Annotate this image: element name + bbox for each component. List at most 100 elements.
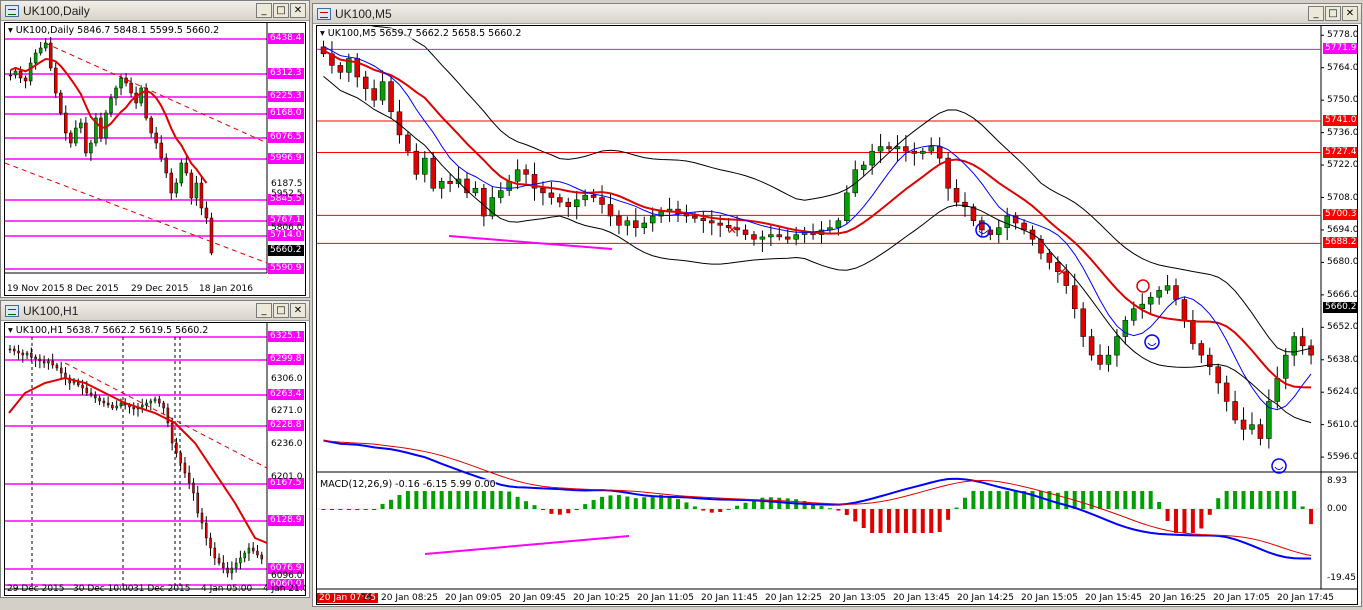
- price-tick: 5610.0: [1327, 419, 1358, 430]
- candle-body: [523, 169, 529, 175]
- macd-histogram-bar: [414, 491, 419, 509]
- time-tick: 20 Jan 08:25: [381, 593, 438, 603]
- candle-body: [154, 132, 158, 144]
- price-tick: 6096.0: [271, 571, 303, 581]
- price-tick: 5764.0: [1327, 62, 1358, 73]
- restore-button[interactable]: □: [273, 303, 289, 318]
- smiley-signal-icon: [975, 222, 991, 238]
- macd-histogram-bar: [1064, 491, 1069, 509]
- candle-body: [17, 350, 20, 354]
- candle-body: [692, 215, 698, 219]
- restore-button[interactable]: □: [1325, 6, 1341, 21]
- candle-body: [1308, 345, 1314, 356]
- candle-body: [209, 217, 214, 254]
- macd-histogram-bar: [574, 509, 579, 510]
- candle-body: [51, 360, 54, 366]
- restore-button[interactable]: □: [273, 3, 289, 18]
- moving-average-red: [323, 49, 1312, 389]
- candle-body: [58, 92, 63, 114]
- candle-body: [329, 53, 335, 66]
- close-button[interactable]: ✕: [290, 303, 306, 318]
- h1-plot-area[interactable]: ▾ UK100,H1 5638.7 5662.2 5619.5 5660.2 6…: [4, 322, 306, 596]
- macd-histogram-bar: [962, 497, 967, 509]
- candle-body: [438, 181, 445, 189]
- candle-body: [1190, 320, 1196, 344]
- candle-body: [175, 442, 178, 454]
- minimize-button[interactable]: _: [256, 3, 272, 18]
- daily-plot-area[interactable]: ▾ UK100,Daily 5846.7 5848.1 5599.5 5660.…: [4, 22, 306, 296]
- macd-histogram-bar: [1081, 491, 1086, 509]
- daily-title: UK100,Daily: [23, 3, 90, 18]
- candle-body: [1299, 336, 1306, 347]
- macd-tick: 0.00: [1327, 504, 1348, 514]
- time-tick: 20 Jan 11:45: [701, 593, 758, 603]
- price-tick: 6271.0: [271, 406, 303, 416]
- candle-body: [590, 194, 597, 198]
- time-tick: 18 Jan 2016: [199, 284, 253, 294]
- candle-body: [124, 77, 128, 84]
- candle-body: [489, 197, 496, 217]
- price-level-label: 5771.9: [1323, 43, 1357, 55]
- moving-average-line: [8, 376, 268, 544]
- smiley-mouth: [1147, 342, 1157, 346]
- time-tick: 20 Jan 15:05: [1021, 593, 1078, 603]
- candle-body: [886, 146, 892, 150]
- candle-body: [204, 207, 209, 219]
- macd-histogram-bar: [777, 497, 782, 509]
- candle-body: [106, 402, 110, 406]
- daily-chart-window[interactable]: UK100,Daily _ □ ✕ ▾ UK100,Daily 5846.7 5…: [0, 0, 310, 298]
- time-tick: 20 Jan 14:25: [957, 593, 1014, 603]
- macd-histogram-bar: [920, 509, 925, 533]
- trendline-lower: [5, 162, 268, 264]
- candle-body: [1122, 320, 1129, 337]
- candle-body: [169, 172, 174, 194]
- macd-histogram-bar: [853, 509, 858, 522]
- minimize-button[interactable]: _: [256, 303, 272, 318]
- time-tick: 20 Jan 17:45: [1277, 593, 1334, 603]
- macd-histogram-bar: [1038, 491, 1043, 509]
- macd-histogram-bar: [912, 509, 917, 533]
- macd-histogram-bar: [895, 509, 900, 533]
- macd-histogram-bar: [878, 509, 883, 533]
- macd-histogram-bar: [405, 491, 410, 509]
- macd-histogram-bar: [684, 502, 689, 509]
- macd-histogram-bar: [1258, 491, 1263, 509]
- minimize-button[interactable]: _: [1308, 6, 1324, 21]
- macd-histogram-bar: [718, 509, 723, 512]
- macd-histogram-bar: [1165, 509, 1170, 521]
- price-tick: 6201.0: [271, 472, 303, 482]
- m5-titlebar[interactable]: UK100,M5 _ □ ✕: [313, 4, 1361, 24]
- candle-body: [1249, 424, 1255, 430]
- m5-plot-area[interactable]: ✕ ✕ ▾ UK100,M5 5659.7 5662.2 5658.5 5660.…: [316, 25, 1358, 605]
- price-level-label: 6299.8: [268, 354, 304, 365]
- macd-histogram-bar: [937, 509, 942, 532]
- macd-histogram-bar: [346, 509, 351, 510]
- h1-titlebar[interactable]: UK100,H1 _ □ ✕: [1, 301, 309, 321]
- price-level-label: 5714.0: [268, 230, 304, 241]
- candle-body: [962, 201, 968, 208]
- m5-chart-window[interactable]: UK100,M5 _ □ ✕ ✕ ✕ ▾ UK100,M5 5659.7 5662…: [312, 3, 1362, 607]
- candle-body: [751, 234, 757, 240]
- candle-body: [1207, 354, 1213, 367]
- h1-chart-window[interactable]: UK100,H1 _ □ ✕ ▾ UK100,H1 5638.7 5662.2 …: [0, 300, 310, 598]
- candle-body: [8, 348, 12, 351]
- macd-histogram-bar: [321, 509, 326, 510]
- candle-body: [734, 227, 740, 231]
- macd-histogram-bar: [439, 491, 444, 509]
- candle-body: [114, 87, 118, 99]
- candle-body: [1139, 303, 1145, 310]
- candle-body: [1274, 378, 1281, 402]
- close-button[interactable]: ✕: [290, 3, 306, 18]
- smiley-signal-icon: [1144, 334, 1160, 350]
- close-button[interactable]: ✕: [1342, 6, 1358, 21]
- macd-tick: 8.93: [1327, 476, 1348, 486]
- macd-histogram-bar: [988, 491, 993, 509]
- candle-body: [481, 187, 487, 217]
- macd-histogram-bar: [1199, 509, 1204, 529]
- candle-body: [1223, 382, 1230, 402]
- daily-titlebar[interactable]: UK100,Daily _ □ ✕: [1, 1, 309, 21]
- candle-body: [1038, 238, 1044, 254]
- candle-body: [149, 400, 153, 404]
- candle-body: [8, 74, 13, 77]
- chart-window-icon: [317, 7, 331, 20]
